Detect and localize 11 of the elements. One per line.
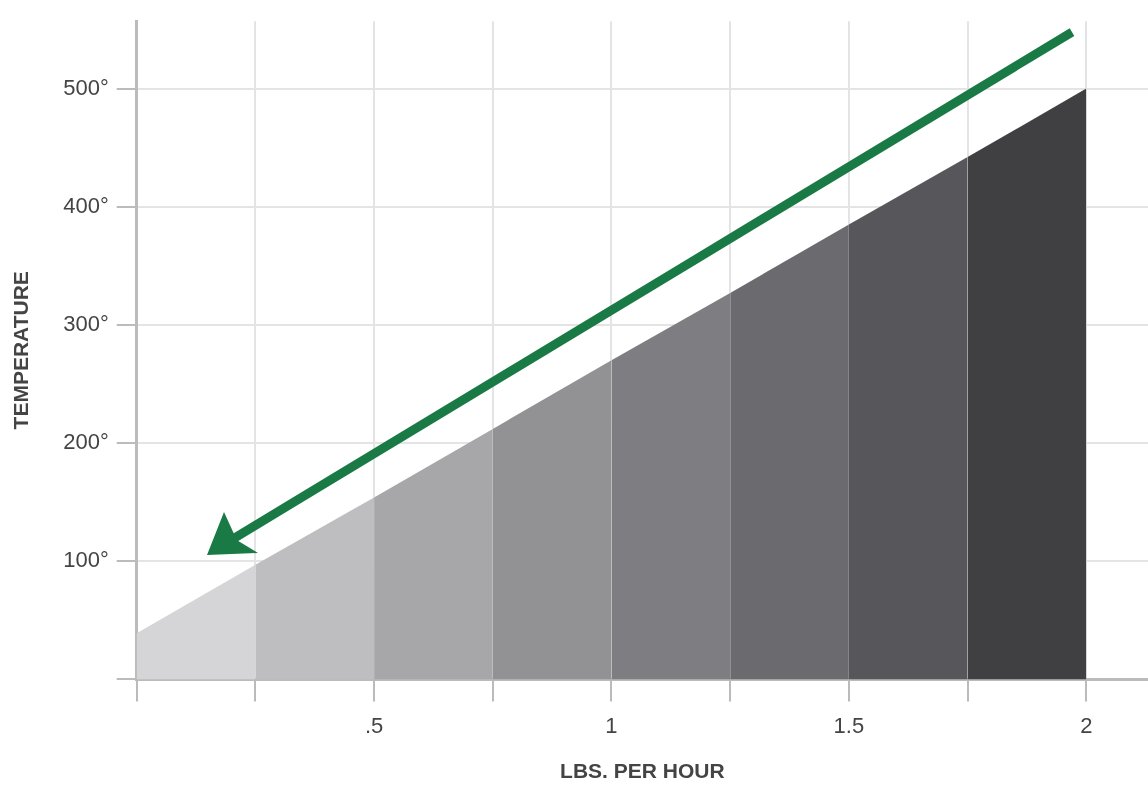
y-axis-title: TEMPERATURE [9,271,33,430]
x-tick-label: 1 [605,712,618,738]
x-tick-label: 1.5 [833,712,865,738]
x-tick-label: .5 [364,712,384,738]
x-axis-title: LBS. PER HOUR [560,759,725,783]
x-tick-label: 2 [1080,712,1093,738]
y-tick-label: 200° [63,429,109,455]
y-tick-label: 400° [63,192,109,218]
y-tick-label: 100° [63,547,109,573]
y-tick-label: 500° [63,74,109,100]
y-tick-label: 300° [63,310,109,336]
